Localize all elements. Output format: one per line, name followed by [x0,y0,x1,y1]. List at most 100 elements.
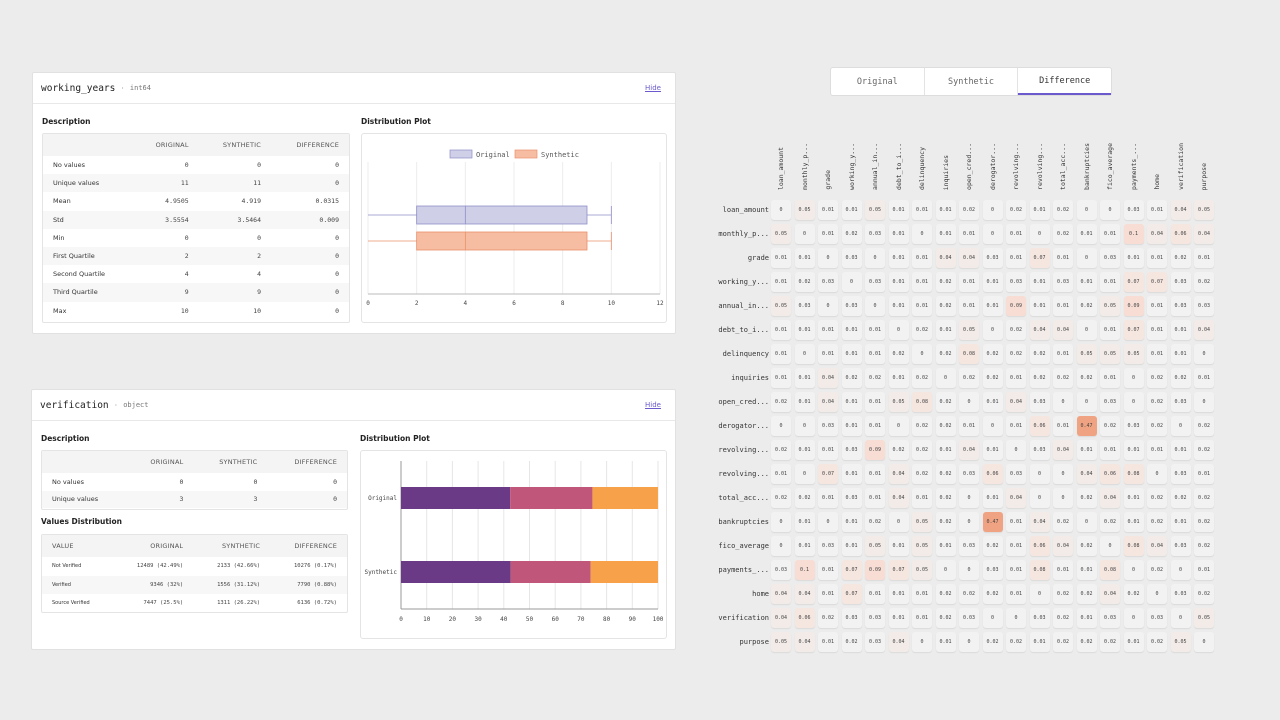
heatmap-cell: 0.03 [1029,440,1050,460]
hide-link[interactable]: Hide [645,84,661,92]
heatmap-cell: 0.02 [1147,416,1167,436]
heatmap-cell: 0.01 [982,272,1003,292]
heatmap-cell: 0.01 [865,392,885,412]
heatmap-row-label: loan_amount [722,206,769,214]
heatmap-row-label: payments_... [718,566,769,574]
hide-link[interactable]: Hide [645,401,661,409]
heatmap-cell: 0.09 [865,560,885,580]
table-cell-original: 2 [132,246,199,266]
heatmap-cell: 0.02 [1147,488,1167,508]
heatmap-cell: 0.01 [771,320,791,340]
heatmap-cell: 0.03 [841,608,862,628]
card-header: working_years · int64 Hide [33,73,675,104]
heatmap-cell: 0.03 [818,416,838,436]
x-tick-label: 10 [608,300,616,307]
heatmap-cell: 0.05 [794,200,815,220]
heatmap-cell: 0.01 [935,320,956,340]
tab-original[interactable]: Original [831,68,925,95]
table-cell-original: 3 [126,490,194,508]
heatmap-cell: 0.01 [1006,536,1026,556]
heatmap-col-label-text: verification [1176,143,1185,190]
heatmap-cell: 0 [1053,392,1073,412]
column-name: verification [40,399,109,411]
heatmap-cell: 0.04 [794,584,815,604]
description-table: ORIGINAL SYNTHETIC DIFFERENCE No values 0… [42,451,347,508]
heatmap-cell: 0.01 [1076,224,1097,244]
values-table: VALUE ORIGINAL SYNTHETIC DIFFERENCE Not … [42,535,347,613]
heatmap-cell: 0.03 [865,632,885,652]
heatmap-cell: 0.01 [1123,248,1144,268]
tab-difference[interactable]: Difference [1018,68,1112,95]
heatmap-cell: 0.01 [771,368,791,388]
heatmap-cell: 0.07 [841,560,862,580]
heatmap-cell: 0.04 [818,368,838,388]
heatmap-cell: 0.04 [818,392,838,412]
heatmap-cell: 0.01 [1076,272,1097,292]
heatmap-cell: 0.01 [935,200,956,220]
heatmap-cell: 0.03 [1170,536,1191,556]
table-cell-original: 9346 (32%) [112,575,194,594]
table-cell-difference: 0 [271,283,349,302]
bar-segment [510,487,593,509]
heatmap-col-label: working_y... [844,130,860,190]
heatmap-cell: 0.06 [1029,536,1050,556]
table-cell-original: 0 [179,477,184,486]
heatmap-cell: 0.01 [959,296,979,316]
heatmap-cell: 0.01 [1053,296,1073,316]
heatmap-row-label: annual_in... [718,302,769,310]
heatmap-cell: 0.01 [912,488,932,508]
table-row: No values 0 0 0 [43,156,349,174]
heatmap-cell: 0.01 [865,584,885,604]
heatmap-cell: 0.01 [1100,368,1120,388]
table-cell-original: 0 [184,161,189,170]
table-row: Max 10 10 0 [43,302,349,320]
heatmap-cell: 0.06 [1029,416,1050,436]
heatmap-cell: 0 [959,392,979,412]
heatmap-cell: 0.02 [794,272,815,292]
table-cell-label: Third Quartile [43,283,133,302]
heatmap-cell: 0.02 [1194,440,1214,460]
table-cell-label: No values [53,161,86,170]
x-tick-label: 2 [415,300,419,307]
heatmap-col-label: inquiries [938,130,954,190]
heatmap-cell: 0.01 [818,320,838,340]
heatmap-cell: 0 [1076,392,1097,412]
x-tick-label: 70 [577,616,585,623]
heatmap-cell: 0.03 [959,536,979,556]
heatmap-col-label-text: debt_to_i... [894,143,903,190]
heatmap-cell: 0.03 [794,296,815,316]
heatmap-cell: 0.02 [771,392,791,412]
heatmap-cell: 0.01 [794,512,815,532]
heatmap-cell: 0.08 [1123,536,1144,556]
heatmap-col-label: annual_in... [867,130,883,190]
header-synthetic: SYNTHETIC [193,535,271,557]
tab-synthetic[interactable]: Synthetic [925,68,1019,95]
heatmap-cell: 0.01 [1123,488,1144,508]
heatmap-cell: 0.02 [912,416,932,436]
heatmap-cell: 0.03 [1170,272,1191,292]
heatmap-cell: 0.01 [959,224,979,244]
heatmap-cell: 0.01 [818,344,838,364]
heatmap-cell: 0.01 [888,608,909,628]
heatmap-cell: 0.08 [912,392,932,412]
heatmap-cell: 0.02 [1147,560,1167,580]
heatmap-cell: 0 [865,296,885,316]
heatmap-cell: 0.02 [1053,632,1073,652]
heatmap-cell: 0.04 [1029,512,1050,532]
heatmap-row-label: purpose [739,638,769,646]
stacked-bar-svg: 0 10 20 30 40 50 60 70 80 90 100 Original Synthetic [364,461,664,623]
heatmap-cell: 0.01 [1053,344,1073,364]
heatmap-col-label-text: total_acc... [1059,143,1067,190]
heatmap-cell: 0 [982,416,1003,436]
heatmap-cell: 0.01 [1123,440,1144,460]
table-cell-label: No values [52,477,85,486]
heatmap-cell: 0.01 [1170,344,1191,364]
x-tick-label: 6 [512,300,516,307]
heatmap-col-label: derogator... [985,130,1001,190]
heatmap-cell: 0.01 [1006,248,1026,268]
heatmap-col-label: grade [820,130,836,190]
heatmap-col-label-text: monthly_p... [800,143,809,190]
table-cell-original: 0 [184,233,189,242]
header-label [42,451,127,473]
heatmap-cell: 0.02 [1076,584,1097,604]
